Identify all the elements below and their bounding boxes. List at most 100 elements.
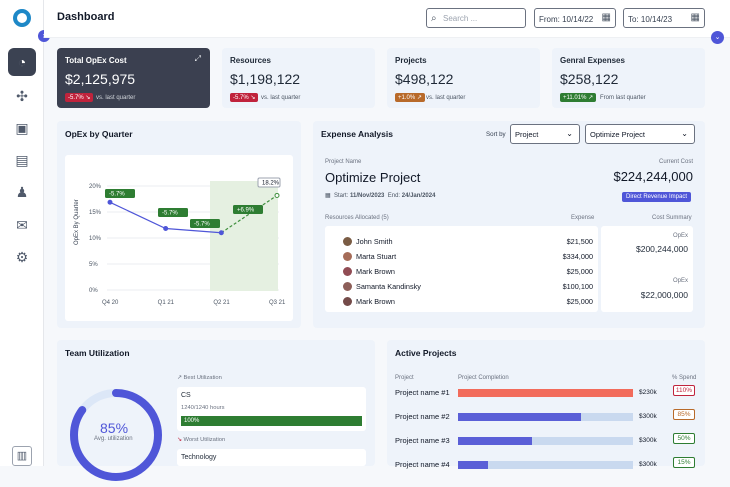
network-icon: ✣ bbox=[16, 87, 28, 104]
project-money: $300k bbox=[639, 461, 657, 468]
data-label-badge bbox=[105, 189, 135, 198]
worst-team-name: Technology bbox=[181, 454, 217, 461]
project-row[interactable]: Project name #4 $300k 15% bbox=[395, 456, 697, 472]
trend-down-icon: ↘ bbox=[85, 95, 91, 101]
kpi-card-total-opex: Total OpEx Cost ⤢ $2,125,975 -5.7% ↘ vs.… bbox=[57, 48, 210, 108]
spend-column: % Spend bbox=[672, 375, 697, 381]
delta-badge: -5.7% ↘ bbox=[65, 93, 94, 102]
current-cost-label: Current Cost bbox=[658, 159, 693, 165]
resource-row: Mark Brown $25,000 bbox=[343, 264, 593, 278]
kpi-value: $258,122 bbox=[560, 71, 619, 87]
briefcase-icon: ▣ bbox=[15, 119, 29, 136]
delta-badge: +11.01% ↗ bbox=[560, 93, 597, 102]
expand-icon[interactable]: ⤢ bbox=[194, 54, 201, 63]
y-axis-label: OpEx By Quarter bbox=[74, 199, 80, 245]
best-team-bar: 100% bbox=[181, 416, 362, 426]
project-select-value: Optimize Project bbox=[590, 130, 646, 139]
expense-analysis-card: Expense Analysis Sort by Project ⌄ Optimi… bbox=[313, 121, 705, 328]
data-label: +6.9% bbox=[237, 208, 255, 214]
project-row[interactable]: Project name #1 $230k 110% bbox=[395, 384, 697, 400]
kpi-subtitle: vs. last quarter bbox=[96, 95, 136, 101]
calendar-icon: ▦ bbox=[690, 12, 700, 23]
trend-up-icon: ↗ bbox=[416, 95, 422, 101]
active-projects-card: Active Projects Project Project Completi… bbox=[387, 340, 705, 469]
chevron-down-icon[interactable]: ⌄ bbox=[711, 31, 724, 44]
summary-value: $22,000,000 bbox=[640, 290, 688, 300]
project-name-label: Project Name bbox=[325, 159, 362, 165]
resource-expense: $25,000 bbox=[566, 296, 593, 306]
kpi-title: Resources bbox=[230, 56, 271, 65]
spend-badge: 85% bbox=[673, 409, 695, 420]
project-name: Project name #4 bbox=[395, 460, 450, 469]
completion-fill bbox=[458, 461, 488, 469]
y-tick-label: 0% bbox=[89, 288, 98, 294]
delta-badge: -5.7% ↘ bbox=[230, 93, 259, 102]
x-tick-label: Q3 21 bbox=[269, 300, 286, 306]
search-input[interactable]: ⌕ Search ... bbox=[426, 8, 526, 28]
pie-chart-icon: ◔ bbox=[17, 54, 27, 70]
sidebar-item-briefcase[interactable]: ▣ bbox=[8, 114, 36, 142]
data-label: -5.7% bbox=[162, 211, 178, 217]
avatar bbox=[343, 266, 352, 276]
resource-name: Mark Brown bbox=[356, 296, 395, 306]
data-label: -5.7% bbox=[109, 192, 125, 198]
avatar bbox=[343, 281, 352, 291]
sidebar-footer-button[interactable]: ▥ bbox=[12, 446, 32, 466]
kpi-title: Genral Expenses bbox=[560, 56, 625, 65]
summary-value: $200,244,000 bbox=[636, 244, 688, 254]
project-row[interactable]: Project name #3 $300k 50% bbox=[395, 432, 697, 448]
resource-name: John Smith bbox=[356, 236, 393, 246]
resource-expense: $334,000 bbox=[562, 251, 593, 261]
resource-name: Mark Brown bbox=[356, 266, 395, 276]
delta-badge: +1.0% ↗ bbox=[395, 93, 425, 102]
utilization-label: Avg. utilization bbox=[94, 436, 133, 442]
project-name: Optimize Project bbox=[325, 170, 421, 185]
sidebar-item-mail[interactable]: ✉ bbox=[8, 211, 36, 239]
summary-label: OpEx bbox=[672, 278, 688, 284]
y-tick-label: 15% bbox=[89, 210, 102, 216]
page-title: Dashboard bbox=[57, 11, 115, 23]
best-team-name: CS bbox=[181, 392, 191, 399]
resource-expense: $25,000 bbox=[566, 266, 593, 276]
forecast-region bbox=[210, 181, 278, 291]
sort-value: Project bbox=[515, 130, 539, 139]
x-tick-label: Q4 20 bbox=[102, 300, 119, 306]
completion-bar bbox=[458, 437, 633, 445]
sidebar-item-messages[interactable]: ▤ bbox=[8, 146, 36, 174]
sidebar-item-network[interactable]: ✣ bbox=[8, 82, 36, 110]
sidebar-item-dashboard[interactable]: ◔ bbox=[8, 48, 36, 76]
kpi-value: $498,122 bbox=[395, 71, 454, 87]
sort-label: Sort by bbox=[486, 131, 506, 138]
date-to-field[interactable]: To: 10/14/23 ▦ bbox=[623, 8, 705, 28]
project-name: Project name #1 bbox=[395, 388, 450, 397]
data-point bbox=[107, 199, 113, 205]
sidebar-item-settings[interactable]: ⚙ bbox=[8, 243, 36, 271]
avatar bbox=[343, 236, 352, 246]
data-point bbox=[163, 226, 169, 232]
sort-select[interactable]: Project ⌄ bbox=[510, 124, 580, 144]
kpi-value: $2,125,975 bbox=[65, 71, 136, 87]
project-row[interactable]: Project name #2 $300k 85% bbox=[395, 408, 697, 424]
top-bar: Dashboard ⌕ Search ... From: 10/14/22 ▦ … bbox=[44, 0, 730, 38]
app-logo bbox=[13, 9, 31, 27]
cost-summary-panel: OpEx $200,244,000 OpEx $22,000,000 bbox=[601, 226, 693, 312]
y-tick-label: 5% bbox=[89, 262, 98, 268]
trend-down-icon: ↘ bbox=[177, 437, 182, 443]
cost-summary-label: Cost Summary bbox=[652, 215, 692, 221]
resource-expense: $21,500 bbox=[566, 236, 593, 246]
chart-title: OpEx by Quarter bbox=[65, 129, 133, 139]
completion-fill bbox=[458, 437, 532, 445]
team-icon: ♟ bbox=[15, 183, 29, 200]
project-money: $230k bbox=[639, 389, 657, 396]
trend-up-icon: ↗ bbox=[588, 95, 594, 101]
data-label: 18.2% bbox=[262, 181, 280, 187]
sidebar-item-team[interactable]: ♟ bbox=[8, 178, 36, 206]
data-label: -5.7% bbox=[194, 222, 210, 228]
chevron-down-icon: ⌄ bbox=[681, 129, 688, 138]
project-column: Project bbox=[395, 375, 414, 381]
date-from-field[interactable]: From: 10/14/22 ▦ bbox=[534, 8, 616, 28]
project-select[interactable]: Optimize Project ⌄ bbox=[585, 124, 695, 144]
project-name: Project name #3 bbox=[395, 436, 450, 445]
project-money: $300k bbox=[639, 437, 657, 444]
project-name: Project name #2 bbox=[395, 412, 450, 421]
